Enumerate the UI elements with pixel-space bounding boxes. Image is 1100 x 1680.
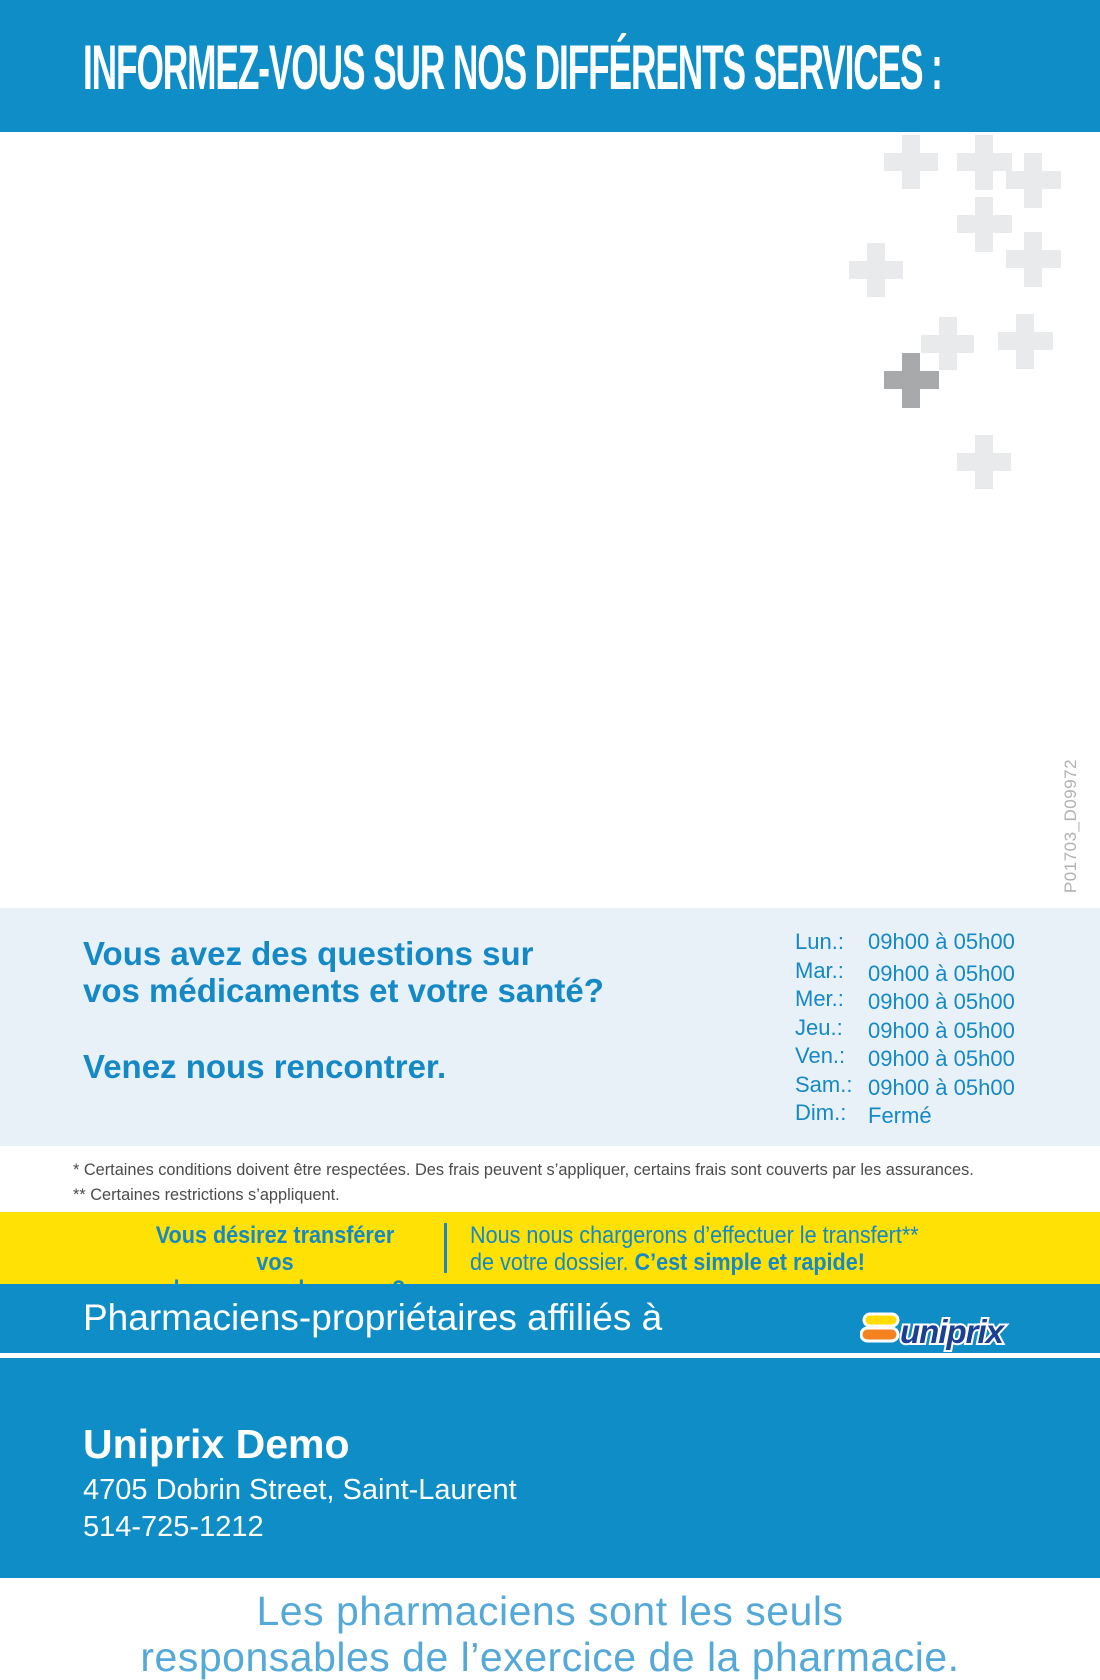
hours-time-value: Fermé: [868, 1103, 932, 1128]
legal-line-1: Les pharmaciens sont les seuls: [256, 1588, 844, 1634]
plus-icon: [884, 135, 938, 189]
hours-row: Dim.: Fermé: [795, 1099, 1015, 1128]
hours-time-value: 09h00 à 05h00: [868, 1017, 1015, 1043]
hours-day-label: Mar.:: [795, 957, 844, 983]
hours-time-value: 09h00 à 05h00: [868, 989, 1015, 1014]
store-phone: 514-725-1212: [83, 1511, 264, 1543]
hours-row: Lun.: 09h00 à 05h00: [795, 928, 1015, 957]
uniprix-logo-text: uniprix: [900, 1313, 1006, 1350]
hours-time-value: 09h00 à 05h00: [868, 929, 1015, 954]
store-name: Uniprix Demo: [83, 1421, 350, 1467]
hours-day-label: Lun.:: [795, 929, 844, 954]
plus-icon: [957, 197, 1012, 252]
affiliation-text: Pharmaciens-propriétaires affiliés à: [83, 1297, 663, 1338]
plus-icon: [1006, 232, 1061, 287]
meet-us-line: Venez nous rencontrer.: [83, 1048, 447, 1085]
legal-footer: Les pharmaciens sont les seuls responsab…: [0, 1588, 1100, 1680]
transfer-answer-bold: C’est simple et rapide!: [634, 1249, 865, 1276]
transfer-answer-normal: de votre dossier.: [470, 1249, 635, 1276]
header-banner: INFORMEZ-VOUS SUR NOS DIFFÉRENTS SERVICE…: [0, 0, 1100, 132]
hours-day-label: Dim.:: [795, 1100, 847, 1125]
hours-row: Sam.: 09h00 à 05h00: [795, 1071, 1015, 1100]
logo-orange-bar: [860, 1326, 900, 1343]
hours-time-value: 09h00 à 05h00: [868, 1046, 1015, 1071]
hours-row: Mer.: 09h00 à 05h00: [795, 985, 1015, 1014]
transfer-banner: Vous désirez transférer vos ordonnances …: [0, 1212, 1100, 1303]
plus-icon: [884, 353, 939, 408]
vertical-divider: [444, 1223, 447, 1273]
hours-day-label: Ven.:: [795, 1043, 846, 1068]
questions-block: Vous avez des questions sur vos médicame…: [83, 935, 604, 1085]
page-title: INFORMEZ-VOUS SUR NOS DIFFÉRENTS SERVICE…: [83, 33, 943, 103]
hours-time-value: 09h00 à 05h00: [868, 1074, 1015, 1100]
question-line-1: Vous avez des questions sur: [83, 935, 534, 972]
uniprix-logo: uniprix: [860, 1311, 1009, 1352]
hours-row: Ven.: 09h00 à 05h00: [795, 1042, 1015, 1071]
hours-row: Mar.: 09h00 à 05h00: [795, 957, 1015, 986]
plus-icon: [957, 435, 1011, 489]
plus-icon: [1006, 153, 1061, 208]
transfer-answer: Nous nous chargerons d’effectuer le tran…: [470, 1222, 919, 1276]
hours-day-label: Sam.:: [795, 1071, 853, 1097]
transfer-question-line-1: Vous désirez transférer vos: [155, 1222, 395, 1276]
question-line-2: vos médicaments et votre santé?: [83, 972, 604, 1009]
transfer-answer-line-2: de votre dossier. C’est simple et rapide…: [470, 1249, 919, 1276]
print-code: P01703_D09972: [1061, 758, 1080, 894]
affiliation-band: Pharmaciens-propriétaires affiliés à uni…: [0, 1284, 1100, 1353]
plus-icon: [921, 317, 974, 370]
opening-hours: Lun.: 09h00 à 05h00 Mar.: 09h00 à 05h00 …: [795, 928, 1015, 1128]
plus-icon: [957, 135, 1012, 190]
disclaimer: * Certaines conditions doivent être resp…: [73, 1157, 974, 1207]
hours-day-label: Jeu.:: [795, 1014, 843, 1040]
plus-icon: [998, 314, 1053, 369]
disclaimer-line-1: * Certaines conditions doivent être resp…: [73, 1160, 974, 1179]
disclaimer-line-2: ** Certaines restrictions s’appliquent.: [73, 1185, 340, 1204]
hours-row: Jeu.: 09h00 à 05h00: [795, 1014, 1015, 1043]
store-address: 4705 Dobrin Street, Saint-Laurent: [83, 1474, 517, 1506]
info-section: Vous avez des questions sur vos médicame…: [0, 908, 1100, 1146]
transfer-answer-line-1: Nous nous chargerons d’effectuer le tran…: [470, 1222, 919, 1249]
hours-day-label: Mer.:: [795, 986, 844, 1011]
plus-icon: [849, 243, 903, 297]
legal-line-2: responsables de l’exercice de la pharmac…: [140, 1634, 960, 1680]
hours-time-value: 09h00 à 05h00: [868, 960, 1015, 986]
logo-yellow-bar: [862, 1312, 900, 1328]
store-info: Uniprix Demo 4705 Dobrin Street, Saint-L…: [0, 1358, 1100, 1578]
